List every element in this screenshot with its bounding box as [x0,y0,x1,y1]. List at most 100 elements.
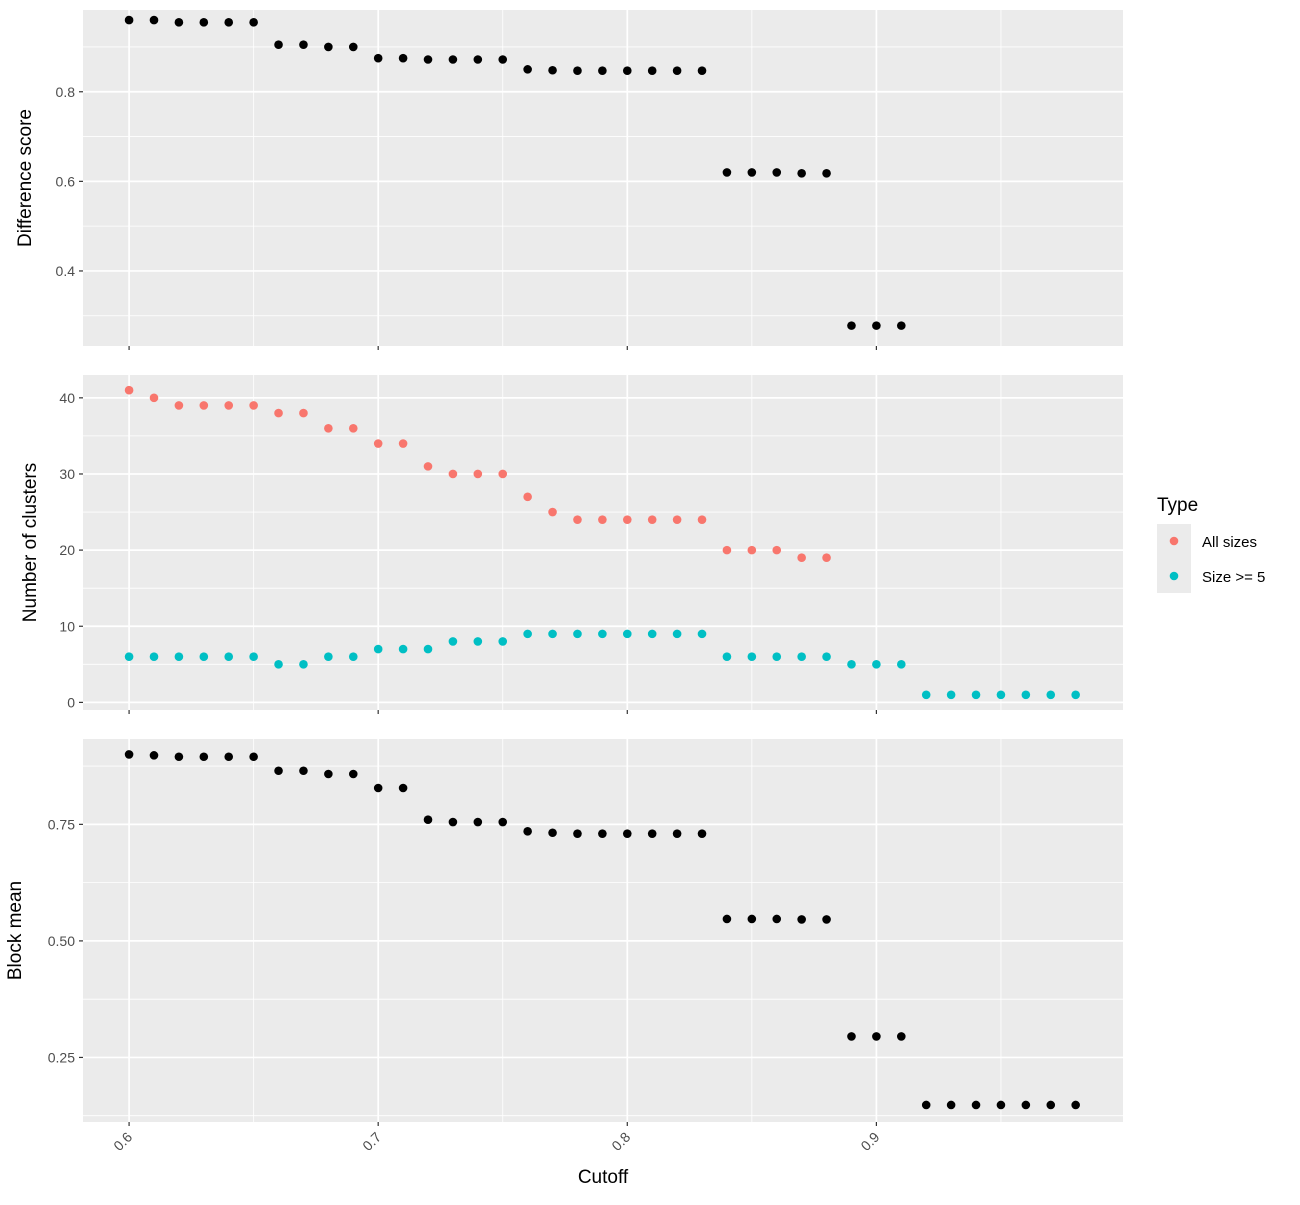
data-point [872,321,881,330]
data-point [174,18,184,27]
data-point [772,914,782,924]
data-point [797,652,806,662]
data-point [797,915,806,924]
data-point [448,637,458,646]
data-point [124,385,134,395]
data-point [448,817,458,827]
data-point [199,401,209,410]
data-point [622,629,632,639]
data-point [498,469,508,479]
data-point [523,827,532,836]
data-point [548,629,557,639]
x-tick-label: 0.9 [857,1129,882,1154]
data-point [274,40,283,50]
series-bottom-0 [124,750,1080,1110]
data-point [622,515,632,524]
data-point [149,751,159,760]
data-point [548,828,557,838]
data-point [473,55,483,64]
data-point [124,15,134,25]
data-point [373,439,383,448]
data-point [174,401,184,410]
data-point [149,15,159,25]
y-tick-label: 0.50 [48,933,75,949]
panel-background [83,375,1123,710]
data-point [672,829,682,838]
data-point [622,829,632,838]
legend-label-size-5: Size >= 5 [1202,569,1265,586]
data-point [847,321,856,330]
data-point [523,629,532,639]
data-point [946,690,956,700]
data-point [697,629,707,639]
legend-item-size-5: Size >= 5 [1169,569,1265,586]
data-point [722,168,732,177]
data-point [523,492,532,502]
legend-label-all-sizes: All sizes [1202,534,1257,551]
data-point [996,690,1006,700]
data-point [573,829,582,838]
data-point [573,629,582,639]
data-point [822,652,831,662]
data-point [398,439,408,448]
data-point [622,66,632,76]
data-point [199,652,209,662]
data-point [548,507,557,517]
data-point [473,817,483,827]
legend: Type All sizes Size >= 5 [1157,495,1265,593]
data-point [921,1100,931,1110]
series-middle-1 [124,629,1080,700]
y-tick-label: 0.6 [56,173,76,189]
data-point [672,66,682,76]
legend-title: Type [1157,495,1198,516]
y-tick-label: 40 [59,390,75,406]
data-point [747,168,757,177]
data-point [822,553,831,563]
data-point [697,66,707,76]
series-middle-0 [124,385,831,563]
data-point [747,914,757,924]
data-point [1021,1100,1031,1110]
data-point [946,1100,956,1110]
data-point [548,65,557,75]
data-point [423,644,433,654]
data-point [722,545,732,555]
y-tick-label: 0.8 [56,84,76,100]
data-point [224,401,234,410]
data-point [199,752,209,762]
data-point [722,914,732,924]
data-point [423,462,433,471]
data-point [1021,690,1031,700]
data-point [299,40,308,50]
data-point [1046,1100,1056,1110]
data-point [149,652,159,662]
data-point [747,545,757,555]
data-point [274,766,283,776]
data-point [423,815,433,824]
data-point [174,752,184,762]
data-point [249,652,258,662]
legend-key-size-5 [1169,571,1179,581]
legend-keys-background [1157,524,1191,593]
data-point [797,553,806,563]
data-point [1046,690,1056,700]
data-point [224,652,234,662]
series-top-0 [124,15,906,330]
data-point [772,168,782,177]
data-point [324,423,333,433]
data-point [498,817,508,827]
data-point [847,1032,856,1041]
data-point [971,1100,981,1110]
data-point [423,55,433,64]
panel-middle: 0 10 20 30 40 Number of clusters [20,375,1123,714]
data-point [249,752,258,762]
panel-top: 0.4 0.6 0.8 Difference score [15,10,1123,350]
data-point [398,783,408,793]
data-point [299,660,308,669]
data-point [324,769,333,779]
data-point [348,423,358,433]
panel-background [83,10,1123,346]
data-point [324,652,333,662]
